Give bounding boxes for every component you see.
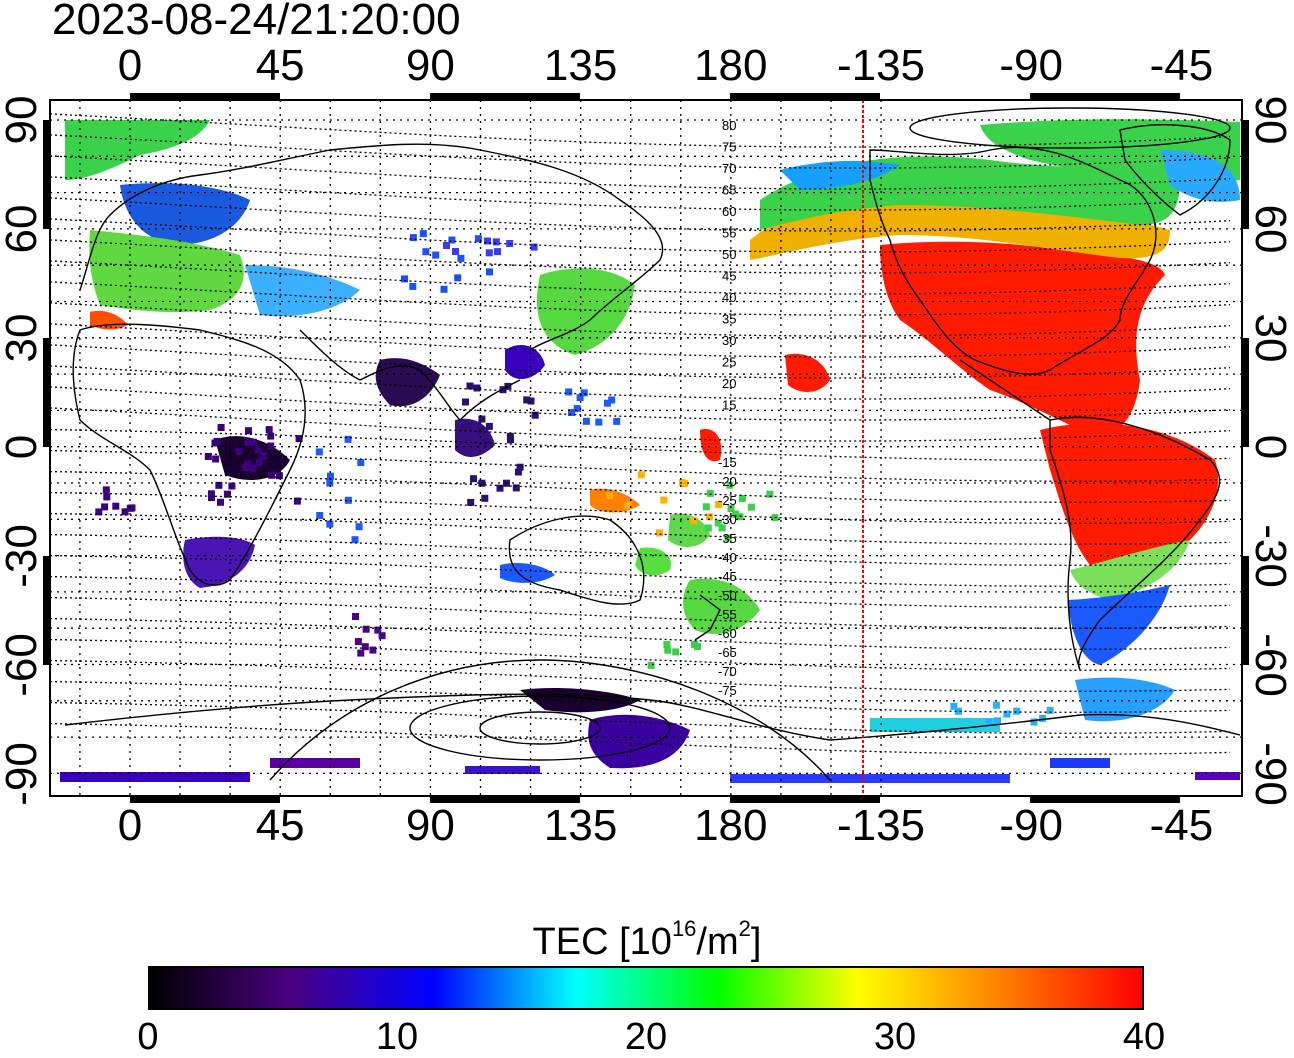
axis-tick-label: -90 xyxy=(0,742,46,806)
grid-lines xyxy=(50,100,1242,796)
axis-tick-label: 60 xyxy=(0,204,46,254)
axis-tick-label: 0 xyxy=(1246,434,1294,460)
map-frame xyxy=(49,99,1243,797)
colorbar-tick-label: 30 xyxy=(873,1016,917,1058)
axis-tick-label: 90 xyxy=(1246,95,1294,145)
axis-tick-label: -60 xyxy=(1246,633,1294,697)
colorbar-tick-label: 20 xyxy=(624,1016,668,1058)
axis-tick-label: -30 xyxy=(1246,524,1294,588)
contour-label: -40 xyxy=(718,550,737,565)
contour-label: -65 xyxy=(718,645,737,660)
contour-label: 55 xyxy=(722,226,736,241)
tec-map: 80 75 70 65 60 55 50 45 40 35 30 25 20 15 -15 -20 -25 -30… xyxy=(43,93,1249,803)
axis-tick-label: 135 xyxy=(543,41,618,90)
contour-label: -50 xyxy=(718,588,737,603)
axis-tick-label: 0 xyxy=(117,801,143,850)
contour-label: -15 xyxy=(718,455,737,470)
axis-tick-label: 180 xyxy=(694,801,768,850)
axis-tick-label: -135 xyxy=(836,41,926,90)
contour-label: -20 xyxy=(718,474,737,489)
axis-tick-label: 45 xyxy=(255,801,305,850)
axis-tick-label: -45 xyxy=(1149,801,1214,850)
contour-label: 35 xyxy=(722,312,736,327)
colorbar-tick-label: 40 xyxy=(1122,1016,1166,1058)
contour-labels: 80 75 70 65 60 55 50 45 40 35 30 25 20 15 -15 -20 -25 -30… xyxy=(718,118,737,698)
contour-label: 30 xyxy=(722,333,736,348)
axis-tick-label: -90 xyxy=(1246,742,1294,806)
contour-label: -30 xyxy=(718,512,737,527)
axis-tick-label: 60 xyxy=(1246,204,1294,254)
axis-tick-label: 90 xyxy=(0,95,46,145)
axis-tick-label: 30 xyxy=(0,313,46,363)
contour-label: 60 xyxy=(722,204,736,219)
tec-patches xyxy=(60,119,1240,783)
contour-label: 50 xyxy=(722,247,736,262)
axis-tick-label: -90 xyxy=(999,41,1063,90)
axis-tick-label: 180 xyxy=(694,41,768,90)
axis-tick-label: -30 xyxy=(0,524,46,588)
contour-label: -60 xyxy=(718,626,737,641)
axis-tick-label: -135 xyxy=(836,801,926,850)
axis-tick-label: 90 xyxy=(405,801,455,850)
axis-bands xyxy=(43,93,1249,803)
contour-label: 65 xyxy=(722,183,736,198)
contour-label: -55 xyxy=(718,607,737,622)
contour-label: -35 xyxy=(718,531,737,546)
colorbar-title: TEC [1016/m2] xyxy=(532,916,762,963)
axis-tick-label: -60 xyxy=(0,633,46,697)
contour-label: 70 xyxy=(722,161,736,176)
contour-label: -75 xyxy=(718,683,737,698)
timestamp: 2023-08-24/21:20:00 xyxy=(52,0,461,44)
axis-tick-label: 0 xyxy=(0,434,46,460)
contour-label: 75 xyxy=(722,140,736,155)
contour-label: 80 xyxy=(722,118,736,133)
contour-label: 45 xyxy=(722,269,736,284)
contour-label: 40 xyxy=(722,290,736,305)
axis-tick-label: 135 xyxy=(543,801,618,850)
axis-tick-label: 90 xyxy=(405,41,455,90)
contour-label: 20 xyxy=(722,376,736,391)
axis-tick-label: -45 xyxy=(1149,41,1214,90)
axis-tick-label: 45 xyxy=(255,41,305,90)
contour-label: -25 xyxy=(718,493,737,508)
colorbar-tick-label: 10 xyxy=(375,1016,419,1058)
axis-tick-label: -90 xyxy=(999,801,1063,850)
colorbar-tick-label: 0 xyxy=(137,1016,159,1058)
contour-label: -45 xyxy=(718,569,737,584)
coastlines xyxy=(64,107,1241,781)
axis-tick-label: 0 xyxy=(117,41,143,90)
axis-tick-label: 30 xyxy=(1246,313,1294,363)
colorbar xyxy=(148,966,1144,1010)
contour-label: -70 xyxy=(718,664,737,679)
contour-label: 15 xyxy=(722,398,736,413)
contour-label: 25 xyxy=(722,355,736,370)
